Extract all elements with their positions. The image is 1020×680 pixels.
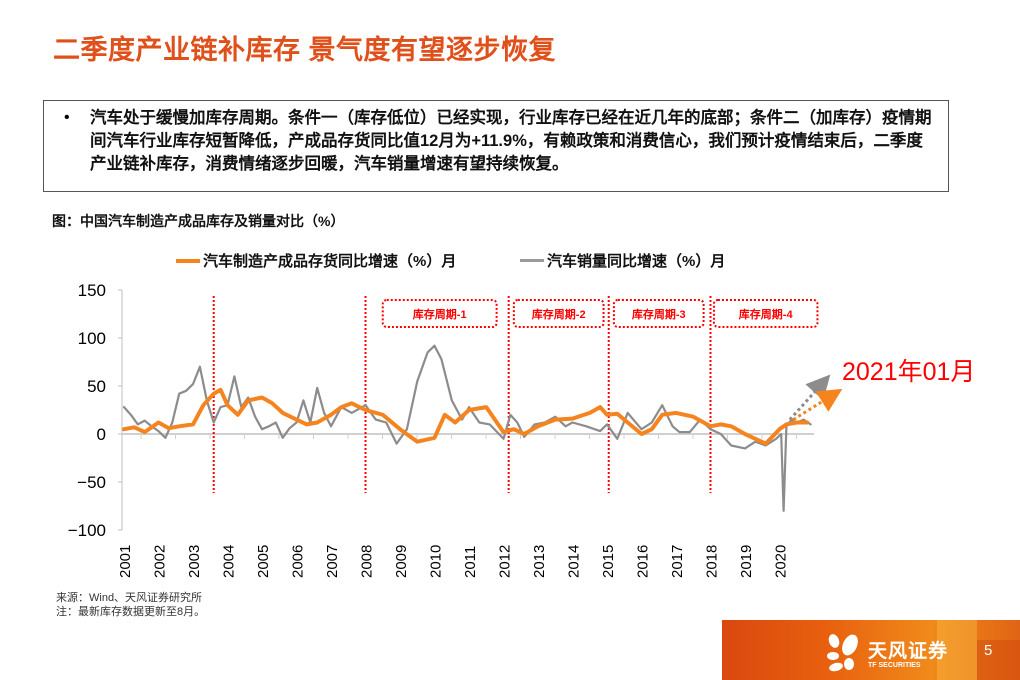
x-tick-label: 2006	[290, 545, 307, 578]
chart-axes: 150 100 50 0 −50 −100 2001 2002 2003 2004 2005 2006…	[68, 281, 814, 578]
summary-text: 汽车处于缓慢加库存周期。条件一（库存低位）已经实现，行业库存已经在近几年的底部；…	[90, 109, 932, 173]
x-tick-label: 2014	[566, 545, 583, 578]
inventory-series-line	[122, 387, 810, 446]
y-tick-label: −100	[68, 521, 106, 540]
y-tick-label: −50	[77, 473, 106, 492]
legend-item-sales: 汽车销量同比增速（%）月	[520, 250, 725, 271]
page-number: 5	[984, 642, 993, 659]
source-line: 来源：Wind、天风证券研究所	[56, 592, 203, 604]
source-notes: 来源：Wind、天风证券研究所 注：最新库存数据更新至8月。	[56, 591, 205, 619]
footer-brand-band: 天风证券 TF SECURITIES 5	[722, 620, 1020, 680]
x-tick-label: 2001	[117, 545, 134, 578]
cycle-label: 库存周期-2	[532, 307, 586, 321]
x-tick-label: 2013	[531, 545, 548, 578]
x-tick-label: 2015	[600, 545, 617, 578]
x-tick-label: 2007	[324, 545, 341, 578]
y-tick-label: 0	[97, 425, 106, 444]
cycle-label: 库存周期-4	[739, 307, 794, 321]
slide-title: 二季度产业链补库存 景气度有望逐步恢复	[53, 35, 557, 65]
summary-box: • 汽车处于缓慢加库存周期。条件一（库存低位）已经实现，行业库存已经在近几年的底…	[43, 100, 949, 192]
chart-series	[122, 344, 843, 512]
x-tick-label: 2019	[738, 545, 755, 578]
y-tick-label: 100	[78, 329, 106, 348]
brand-name: 天风证券	[868, 641, 949, 662]
x-tick-label: 2004	[221, 545, 238, 578]
date-annotation: 2021年01月	[842, 358, 976, 386]
x-tick-label: 2017	[669, 545, 686, 578]
legend-item-inventory: 汽车制造产成品存货同比增速（%）月	[176, 250, 456, 271]
note-line: 注：最新库存数据更新至8月。	[56, 606, 206, 618]
x-tick-label: 2016	[635, 545, 652, 578]
x-tick-label: 2012	[497, 545, 514, 578]
legend-swatch-inventory	[176, 258, 200, 263]
x-tick-label: 2003	[186, 545, 203, 578]
y-tick-label: 50	[87, 377, 106, 396]
figure-caption: 图：中国汽车制造产成品库存及销量对比（%）	[52, 213, 345, 229]
legend-swatch-sales	[520, 259, 544, 262]
line-chart: 150 100 50 0 −50 −100 2001 2002 2003 2004 2005 2006…	[68, 281, 843, 578]
x-tick-label: 2002	[152, 545, 169, 578]
legend-label-inventory: 汽车制造产成品存货同比增速（%）月	[203, 253, 457, 270]
x-tick-label: 2011	[462, 546, 479, 578]
y-tick-label: 150	[78, 281, 106, 300]
bullet-marker: •	[64, 109, 70, 126]
cycle-label: 库存周期-1	[413, 307, 467, 321]
cycle-label: 库存周期-3	[632, 307, 686, 321]
x-tick-label: 2020	[773, 545, 790, 578]
trend-arrow	[788, 374, 831, 421]
tf-logo-icon	[827, 634, 858, 672]
x-tick-label: 2005	[255, 545, 272, 578]
x-tick-label: 2018	[704, 545, 721, 578]
x-tick-label: 2010	[428, 545, 445, 578]
trend-arrow	[792, 388, 843, 421]
sales-series-line	[122, 344, 812, 512]
x-tick-label: 2009	[393, 545, 410, 578]
legend-label-sales: 汽车销量同比增速（%）月	[547, 253, 726, 270]
x-tick-label: 2008	[359, 545, 376, 578]
brand-subtitle: TF SECURITIES	[868, 662, 921, 669]
cycle-markers: 库存周期-1 库存周期-2 库存周期-3 库存周期-4	[212, 296, 819, 493]
